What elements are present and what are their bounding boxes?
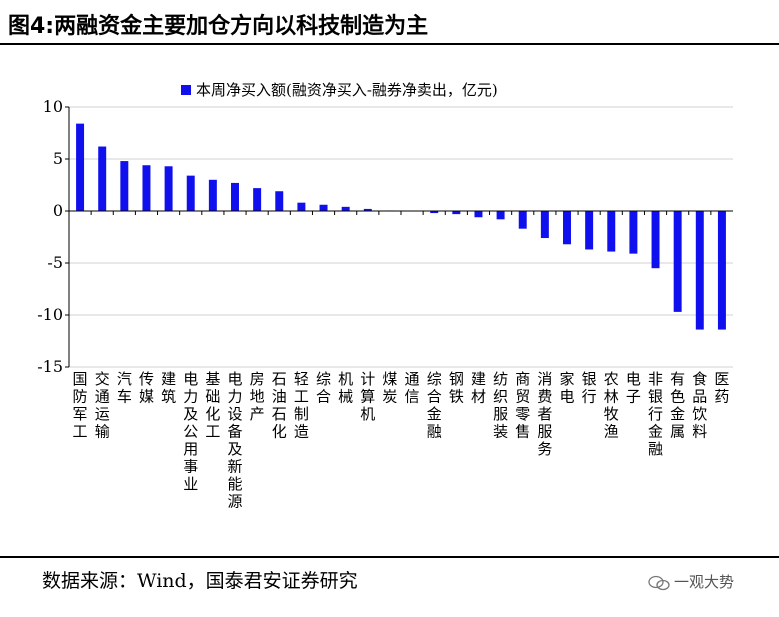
y-tick-label: -15 [37, 357, 63, 376]
x-tick-label: 食品饮料 [692, 370, 707, 441]
bar-交通运输 [98, 146, 107, 211]
x-tick-label: 传媒 [139, 370, 154, 406]
gridlines [69, 106, 733, 368]
x-tick-label: 有色金属 [670, 370, 685, 441]
y-tick-label: 0 [53, 201, 63, 220]
x-tick-label: 银行 [582, 370, 597, 406]
x-tick-label: 计算机 [360, 370, 375, 423]
x-tick-label: 电力及公用事业 [183, 370, 198, 493]
x-tick-label: 综合 [316, 370, 331, 406]
bar-机械 [341, 206, 350, 211]
bar-食品饮料 [695, 211, 704, 330]
x-tick-label: 基础化工 [205, 370, 220, 441]
bar-传媒 [142, 165, 151, 211]
bar-房地产 [253, 188, 262, 211]
bar-纺织服装 [496, 211, 505, 220]
bar-chart: 10 5 0 -5 -10 -15 国防军工交通运输汽车传媒建筑电力及公用事业基础化工电力… [37, 81, 733, 511]
x-tick-label: 家电 [559, 370, 574, 406]
x-tick-label: 轻工制造 [294, 370, 309, 441]
x-tick-label: 石油石化 [272, 370, 287, 441]
bar-综合金融 [430, 211, 439, 214]
wechat-icon [648, 575, 670, 590]
x-tick-label: 汽车 [117, 370, 132, 406]
bar-钢铁 [452, 211, 461, 215]
x-tick-label: 综合金融 [427, 370, 442, 441]
bar-商贸零售 [518, 211, 527, 229]
x-category-labels: 国防军工交通运输汽车传媒建筑电力及公用事业基础化工电力设备及新能源房地产石油石化… [73, 370, 730, 511]
x-tick-label: 消费者服务 [537, 370, 552, 458]
bar-建筑 [164, 166, 173, 211]
x-tick-label: 交通运输 [95, 370, 110, 441]
y-tick-label: -5 [47, 253, 63, 272]
bar-建材 [474, 211, 483, 218]
legend-swatch [181, 85, 191, 95]
x-tick-label: 电子 [626, 370, 641, 406]
x-tick-label: 煤炭 [382, 370, 397, 406]
figure-title: 图4:两融资金主要加仓方向以科技制造为主 [8, 14, 429, 39]
x-tick-label: 通信 [405, 370, 420, 406]
bar-汽车 [120, 161, 129, 211]
x-tick-label: 建筑 [161, 370, 176, 406]
bar-家电 [563, 211, 571, 245]
bar-轻工制造 [297, 202, 306, 211]
bar-基础化工 [208, 179, 217, 211]
y-tick-label: -10 [37, 305, 63, 324]
bar-石油石化 [275, 191, 284, 211]
bars [76, 123, 726, 330]
bar-医药 [717, 211, 726, 330]
x-tick-label: 机械 [338, 370, 353, 406]
bar-综合 [319, 204, 328, 211]
x-tick-label: 商贸零售 [515, 370, 530, 441]
source-note: 数据来源：Wind，国泰君安证券研究 [42, 570, 358, 592]
top-rule [0, 43, 779, 45]
x-tick-label: 农林牧渔 [604, 370, 619, 441]
bar-国防军工 [76, 123, 85, 211]
legend-label: 本周净买入额(融资净买入-融券净卖出，亿元) [196, 81, 498, 99]
bar-消费者服务 [540, 211, 549, 239]
legend: 本周净买入额(融资净买入-融券净卖出，亿元) [181, 81, 498, 99]
x-tick-label: 钢铁 [449, 370, 464, 406]
y-tick-label: 10 [43, 97, 63, 116]
y-tick-labels: 10 5 0 -5 -10 -15 [37, 97, 69, 376]
axes [68, 107, 733, 367]
x-tick-label: 电力设备及新能源 [227, 370, 242, 511]
x-tick-label: 建材 [471, 370, 486, 406]
bar-电力设备及新能源 [231, 182, 239, 211]
x-tick-label: 纺织服装 [493, 370, 508, 441]
watermark: 一观大势 [648, 571, 734, 592]
y-tick-label: 5 [53, 149, 63, 168]
bar-电力及公用事业 [186, 175, 195, 211]
bar-农林牧渔 [607, 211, 616, 252]
x-tick-label: 非银行金融 [648, 370, 663, 458]
x-tick-label: 国防军工 [73, 370, 88, 441]
bar-计算机 [363, 208, 372, 211]
watermark-text: 一观大势 [674, 573, 735, 591]
bar-银行 [585, 211, 594, 250]
x-tick-label: 房地产 [250, 370, 265, 423]
bottom-rule [0, 556, 779, 558]
bar-电子 [629, 211, 638, 254]
bar-有色金属 [673, 211, 682, 312]
x-tick-label: 医药 [714, 370, 729, 406]
bar-非银行金融 [651, 211, 660, 269]
